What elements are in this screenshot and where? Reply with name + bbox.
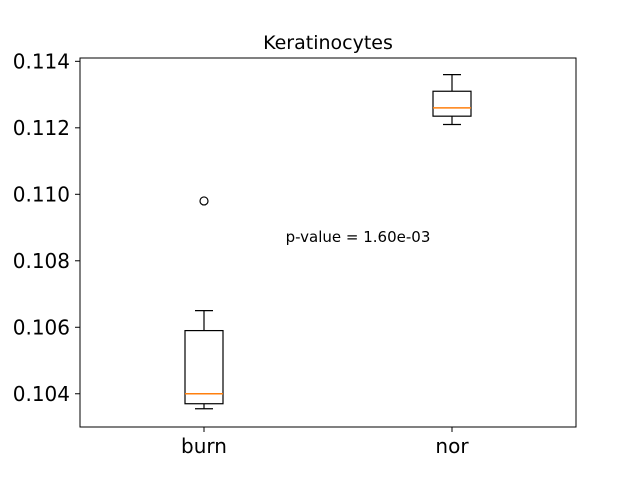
box-series	[184, 74, 472, 410]
y-tick-label: 0.112	[13, 116, 70, 140]
chart-title: Keratinocytes	[263, 32, 393, 54]
iqr-box	[184, 329, 224, 405]
box-group-burn	[184, 196, 224, 410]
y-tick-label: 0.114	[13, 49, 70, 73]
y-tick-label: 0.104	[13, 382, 70, 406]
y-tick-label: 0.106	[13, 315, 70, 339]
outlier-point	[199, 196, 209, 206]
iqr-box	[432, 90, 472, 117]
y-tick-label: 0.108	[13, 249, 70, 273]
y-axis: 0.104 0.106 0.108 0.110 0.112 0.114	[13, 49, 80, 406]
x-axis: burn nor	[181, 427, 469, 458]
x-tick-label: nor	[435, 434, 469, 458]
plot-frame	[79, 57, 577, 428]
box-group-nor	[432, 74, 472, 126]
y-tick-label: 0.110	[13, 182, 70, 206]
x-tick-label: burn	[181, 434, 227, 458]
p-value-annotation: p-value = 1.60e-03	[286, 228, 431, 246]
